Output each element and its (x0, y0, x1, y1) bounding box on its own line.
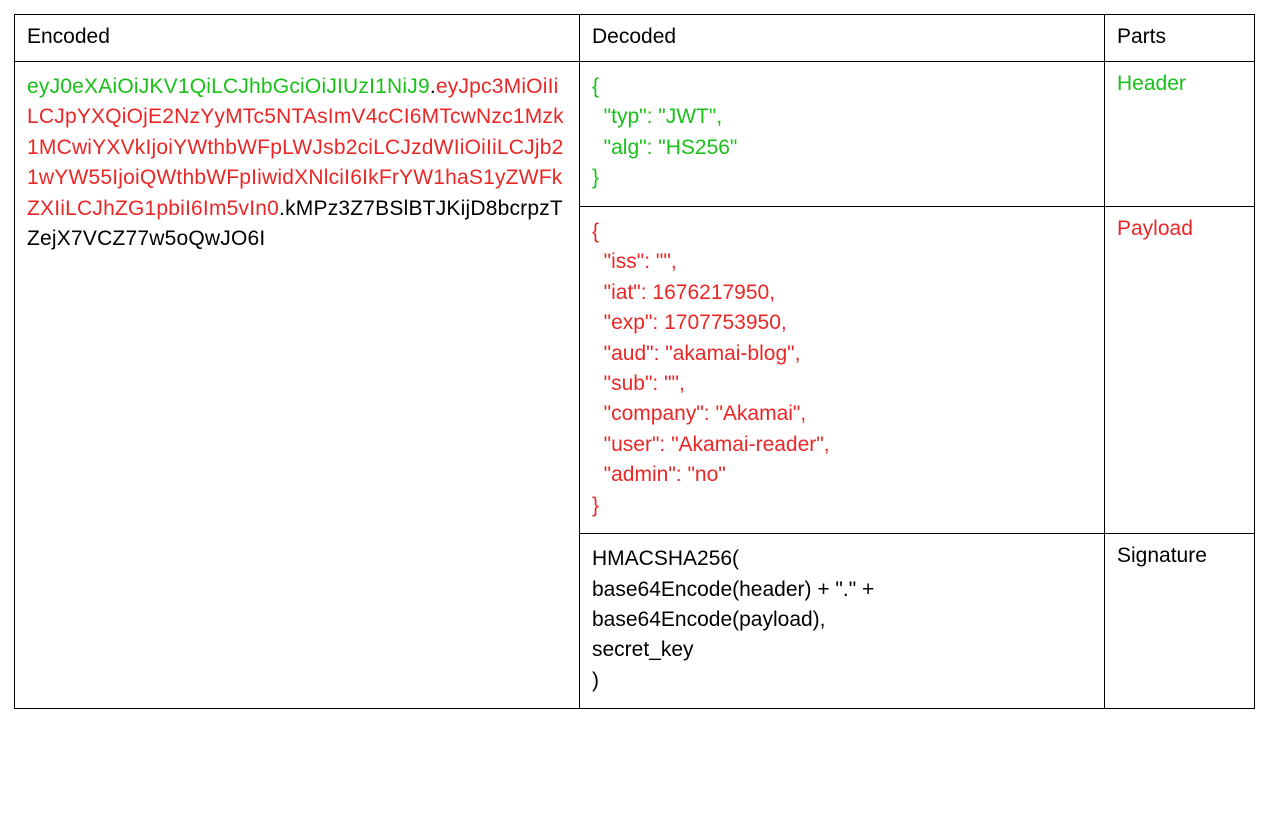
decoded-signature-formula: HMACSHA256( base64Encode(header) + "." +… (592, 544, 1092, 696)
cell-part-label-payload: Payload (1105, 206, 1255, 533)
decoded-header-json: { "typ": "JWT", "alg": "HS256" } (592, 72, 1092, 194)
part-label-header: Header (1117, 72, 1186, 95)
cell-decoded-payload: { "iss": "", "iat": 1676217950, "exp": 1… (580, 206, 1105, 533)
encoded-token-text: eyJ0eXAiOiJKV1QiLCJhbGciOiJIUzI1NiJ9.eyJ… (27, 72, 567, 255)
cell-encoded-token: eyJ0eXAiOiJKV1QiLCJhbGciOiJIUzI1NiJ9.eyJ… (15, 62, 580, 709)
cell-decoded-header: { "typ": "JWT", "alg": "HS256" } (580, 62, 1105, 207)
cell-part-label-header: Header (1105, 62, 1255, 207)
encoded-header-segment: eyJ0eXAiOiJKV1QiLCJhbGciOiJIUzI1NiJ9 (27, 75, 430, 98)
part-label-signature: Signature (1117, 544, 1207, 567)
part-label-payload: Payload (1117, 217, 1193, 240)
row-header-part: eyJ0eXAiOiJKV1QiLCJhbGciOiJIUzI1NiJ9.eyJ… (15, 62, 1255, 207)
col-header-parts: Parts (1105, 15, 1255, 62)
col-header-encoded: Encoded (15, 15, 580, 62)
cell-decoded-signature: HMACSHA256( base64Encode(header) + "." +… (580, 534, 1105, 709)
decoded-payload-json: { "iss": "", "iat": 1676217950, "exp": 1… (592, 217, 1092, 521)
cell-part-label-signature: Signature (1105, 534, 1255, 709)
col-header-decoded: Decoded (580, 15, 1105, 62)
jwt-structure-table: Encoded Decoded Parts eyJ0eXAiOiJKV1QiLC… (14, 14, 1255, 709)
table-header-row: Encoded Decoded Parts (15, 15, 1255, 62)
